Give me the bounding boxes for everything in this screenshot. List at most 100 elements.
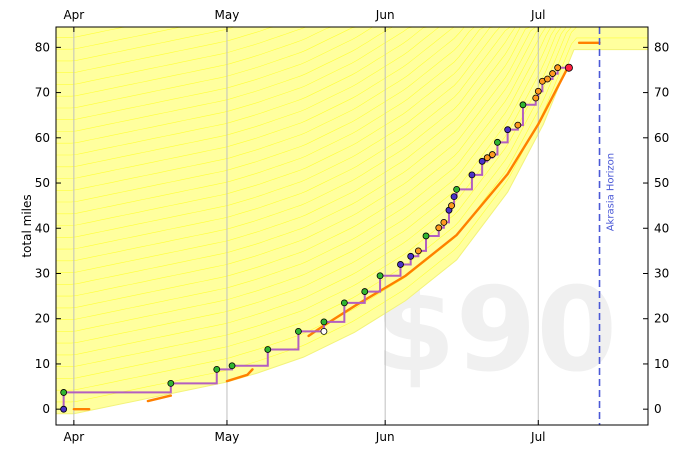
road-guide-line bbox=[56, 27, 648, 156]
x-tick-label-top: May bbox=[215, 8, 240, 22]
y-tick-label-right: 70 bbox=[654, 86, 669, 100]
road-guide-line bbox=[56, 27, 648, 179]
datapoint bbox=[397, 261, 404, 268]
datapoints bbox=[60, 63, 573, 413]
road-guide-line bbox=[56, 27, 648, 309]
y-tick-label-left: 30 bbox=[35, 266, 50, 280]
y-tick-label-left: 70 bbox=[35, 86, 50, 100]
datapoint bbox=[60, 389, 68, 396]
y-tick-label-right: 20 bbox=[654, 312, 669, 326]
datapoint bbox=[340, 299, 348, 307]
centerline-segment bbox=[146, 394, 173, 403]
y-tick-label-right: 10 bbox=[654, 357, 669, 371]
road-guide-line bbox=[56, 27, 648, 109]
datapoint bbox=[544, 75, 551, 83]
datapoint bbox=[407, 252, 415, 260]
datapoint bbox=[450, 193, 458, 201]
y-tick-label-left: 60 bbox=[35, 131, 50, 145]
datapoint bbox=[453, 185, 461, 193]
road-guide-line bbox=[56, 27, 648, 285]
datapoint bbox=[414, 247, 422, 255]
y-tick-label-right: 0 bbox=[654, 402, 662, 416]
road-guide-line bbox=[56, 27, 648, 391]
datapoint bbox=[504, 126, 512, 134]
road-guide-line bbox=[56, 27, 648, 320]
road-guide-line bbox=[56, 27, 648, 273]
yellow-brick-road bbox=[56, 27, 648, 415]
road-guide-line bbox=[56, 27, 648, 297]
road-guide-line bbox=[56, 27, 648, 144]
y-tick-label-left: 10 bbox=[35, 357, 50, 371]
road-guide-line bbox=[56, 27, 648, 250]
road-guide-line bbox=[56, 37, 648, 403]
y-tick-label-right: 60 bbox=[654, 131, 669, 145]
datapoint bbox=[564, 63, 573, 72]
datapoint bbox=[478, 157, 486, 165]
road-guide-line bbox=[56, 27, 648, 62]
datapoint bbox=[60, 405, 68, 413]
road-guide-line bbox=[56, 27, 648, 73]
road-guide-line bbox=[56, 27, 648, 168]
x-tick-label-bottom: May bbox=[215, 430, 240, 444]
datapoint bbox=[519, 101, 527, 109]
road-guide-line bbox=[56, 27, 648, 262]
datapoint bbox=[320, 327, 328, 335]
road-guide-line bbox=[56, 27, 648, 50]
datapoint bbox=[361, 288, 369, 295]
y-tick-label-left: 80 bbox=[35, 40, 50, 54]
plot-frame bbox=[55, 26, 649, 426]
centerline-segment bbox=[225, 368, 254, 383]
datapoint bbox=[264, 346, 272, 353]
road-guide-line bbox=[56, 27, 648, 368]
datapoint bbox=[534, 87, 542, 95]
road-guide-line bbox=[56, 27, 648, 238]
road-guide-line bbox=[56, 27, 648, 132]
y-tick-label-left: 0 bbox=[42, 402, 50, 416]
x-tick-label-bottom: Jul bbox=[530, 430, 545, 444]
y-tick-label-right: 80 bbox=[654, 40, 669, 54]
x-tick-label-bottom: Jun bbox=[375, 430, 395, 444]
road-guide-line bbox=[56, 27, 648, 332]
datapoint bbox=[494, 138, 501, 146]
datapoint bbox=[295, 327, 302, 335]
road-guide-line bbox=[56, 27, 648, 344]
datapoint bbox=[468, 171, 476, 179]
x-tick-label-top: Apr bbox=[63, 8, 84, 22]
road-band bbox=[56, 27, 648, 414]
road-guide-line bbox=[56, 27, 648, 85]
datapoint bbox=[435, 224, 443, 232]
datapoint bbox=[488, 151, 496, 158]
datapoint bbox=[228, 362, 236, 370]
y-tick-label-left: 40 bbox=[35, 221, 50, 235]
road-guide-line bbox=[56, 27, 648, 120]
y-tick-label-right: 40 bbox=[654, 221, 669, 235]
datapoint bbox=[440, 218, 448, 226]
y-tick-label-left: 20 bbox=[35, 312, 50, 326]
road-guide-line bbox=[56, 27, 648, 215]
datapoint bbox=[448, 202, 455, 210]
road-guide-line bbox=[56, 27, 648, 191]
road-guide-line bbox=[56, 27, 648, 97]
datapoint bbox=[549, 70, 556, 77]
y-tick-label-left: 50 bbox=[35, 176, 50, 190]
x-tick-label-bottom: Apr bbox=[63, 430, 84, 444]
road-guide-line bbox=[56, 27, 648, 203]
y-tick-label-right: 30 bbox=[654, 266, 669, 280]
datapoint bbox=[554, 64, 562, 72]
month-grid bbox=[73, 27, 539, 425]
datapoint bbox=[167, 379, 175, 387]
datapoint bbox=[213, 365, 221, 373]
x-tick-label-top: Jul bbox=[530, 8, 545, 22]
axis-ticks: Apr Apr May May Jun Jun Jul Jul 0 0 10 10 20 20 30 30 40… bbox=[35, 8, 670, 444]
y-tick-label-right: 50 bbox=[654, 176, 669, 190]
datapoint bbox=[422, 232, 430, 240]
akrasia-horizon-label: Akrasia Horizon bbox=[606, 153, 617, 231]
datapoint bbox=[320, 318, 328, 326]
datapoint bbox=[514, 121, 522, 129]
road-edge bbox=[56, 49, 648, 415]
x-tick-label-top: Jun bbox=[375, 8, 395, 22]
datapoint bbox=[376, 272, 384, 280]
y-axis-title: total miles bbox=[20, 194, 34, 257]
datapoint bbox=[532, 94, 540, 102]
